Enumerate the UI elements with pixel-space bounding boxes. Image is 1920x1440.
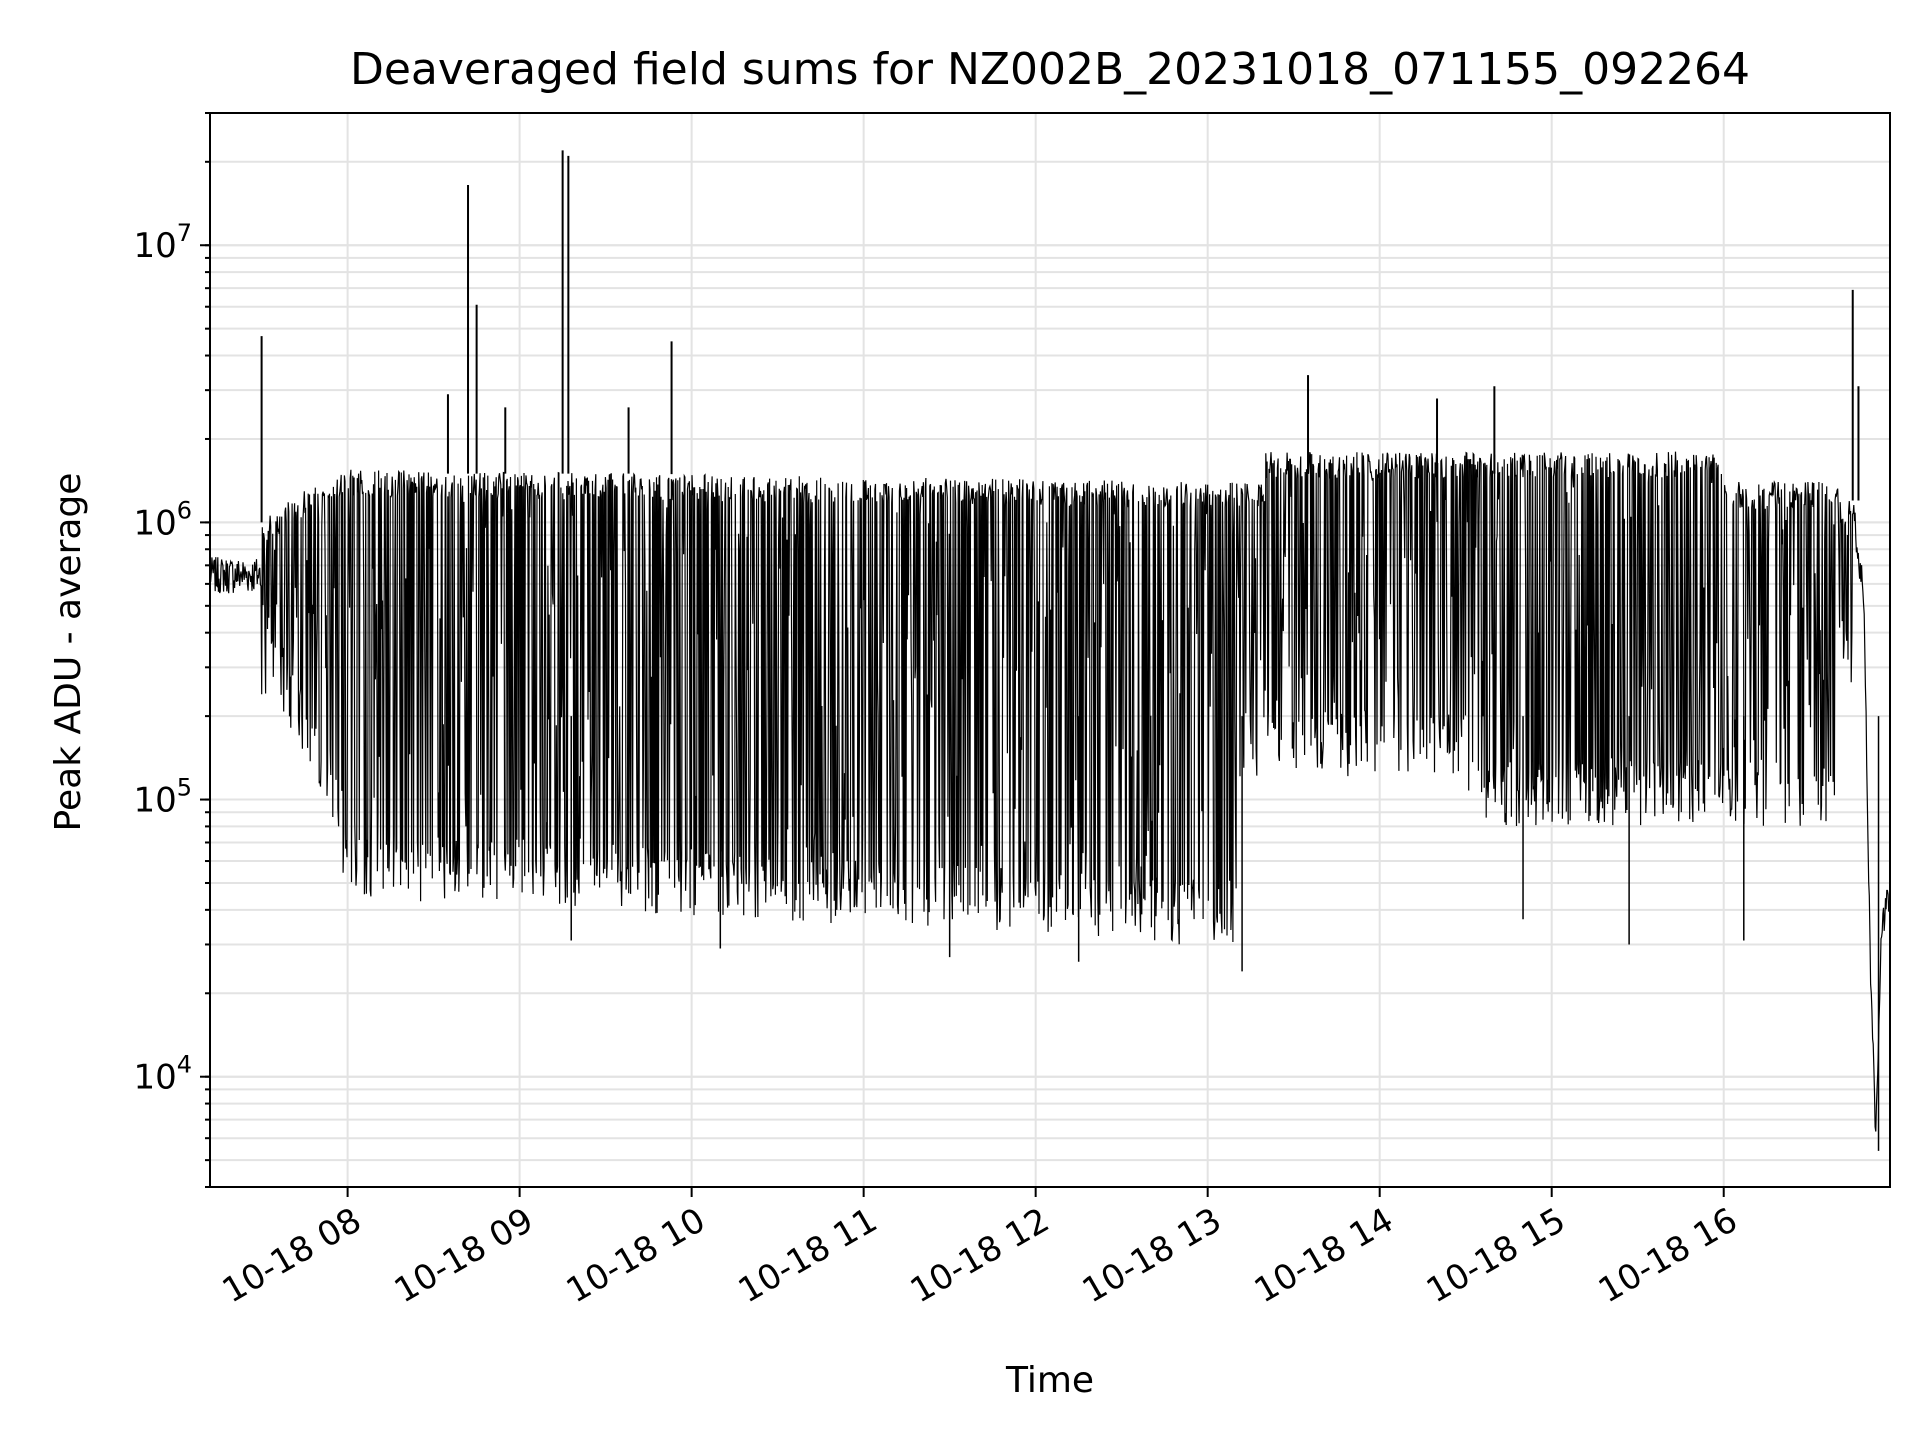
y-axis-label: Peak ADU - average: [48, 473, 89, 832]
y-tick-label: 107: [133, 219, 192, 266]
y-tick-label: 105: [133, 774, 192, 821]
series-line: [209, 451, 1891, 1132]
x-axis-label: Time: [1005, 1360, 1094, 1401]
y-tick-label: 104: [133, 1051, 192, 1098]
y-tick-label: 106: [133, 496, 192, 543]
plot-frame: [209, 112, 1891, 1188]
chart-title: Deaveraged field sums for NZ002B_2023101…: [350, 44, 1750, 95]
